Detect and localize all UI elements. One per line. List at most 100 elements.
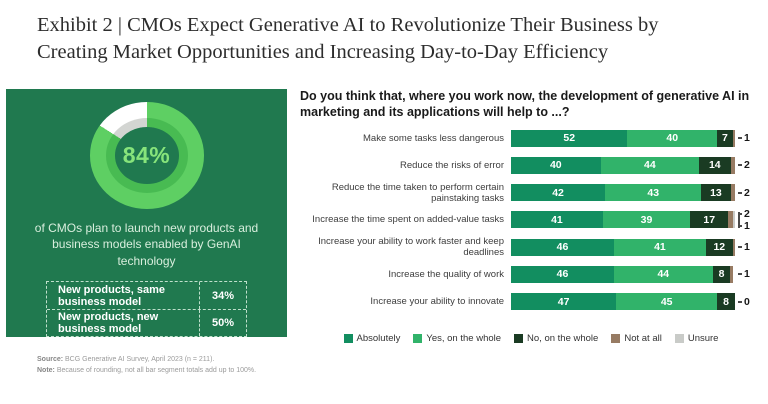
bar-row-label: Increase your ability to innovate: [370, 296, 504, 308]
bar-segment: 8: [717, 293, 735, 311]
legend-item: Absolutely: [343, 333, 401, 345]
bar-outside-labels: 1: [738, 268, 750, 280]
bar-outside-labels: 1: [738, 132, 750, 144]
legend-swatch: [413, 334, 423, 344]
bar-segment: 7: [717, 129, 733, 147]
bar-segment: 40: [511, 156, 601, 174]
stacked-bar: 41 39 17: [511, 211, 735, 229]
bar-segment: [732, 129, 735, 147]
bar-segment: 39: [602, 211, 691, 229]
table-row: New products, same business model 34%: [47, 282, 246, 309]
table-row-label: New products, same business model: [58, 283, 165, 308]
footer-notes: Source: BCG Generative AI Survey, April …: [37, 354, 256, 376]
chart-column: Do you think that, where you work now, t…: [300, 88, 762, 344]
bar-outside-label: 1: [738, 132, 750, 144]
bar-segment: 45: [616, 293, 718, 311]
exhibit-title: Exhibit 2 | CMOs Expect Generative AI to…: [37, 14, 659, 64]
bar-segment: 43: [605, 184, 702, 202]
bar-row: Increase the time spent on added-value t…: [300, 208, 762, 232]
bar-row: Increase your ability to innovate 47 45 8 0: [300, 293, 762, 311]
legend-label: Yes, on the whole: [426, 333, 502, 345]
tick-mark: [738, 273, 742, 276]
bar-row: Reduce the time taken to perform certain…: [300, 181, 762, 204]
bar-segment: 41: [511, 211, 603, 229]
legend-item: No, on the whole: [514, 333, 598, 344]
panel-caption: of CMOs plan to launch new products and …: [34, 220, 259, 269]
bar-row: Increase your ability to work faster and…: [300, 236, 762, 259]
legend-label: Absolutely: [356, 333, 401, 345]
bar-segment: [732, 238, 735, 256]
tick-mark: [738, 246, 742, 249]
legend-swatch: [343, 334, 353, 344]
bar-segment: 46: [511, 265, 615, 283]
bar-segment: 40: [627, 129, 718, 147]
bar-outside-labels: 1: [738, 241, 750, 253]
bar-outside-label: 1: [738, 268, 750, 280]
bar-segment: 52: [511, 129, 628, 147]
chart-legend: Absolutely Yes, on the whole No, on the wh…: [300, 333, 762, 344]
stacked-bar: 52 40 7: [511, 129, 735, 147]
bar-outside-label: 1: [738, 241, 750, 253]
bar-row-label: Reduce the risks of error: [399, 159, 504, 171]
bar-segment: 13: [701, 184, 731, 202]
bar-row-label: Increase the quality of work: [388, 268, 504, 280]
bar-segment: 44: [614, 265, 713, 283]
source-line: Source: BCG Generative AI Survey, April …: [37, 356, 215, 363]
bar-outside-labels: 2: [738, 187, 750, 199]
highlight-panel: 84% of CMOs plan to launch new products …: [6, 89, 287, 337]
bar-segment: 41: [614, 238, 706, 256]
tick-mark: [738, 191, 742, 194]
legend-swatch: [514, 334, 524, 344]
donut-chart: 84%: [89, 102, 204, 209]
bar-segment: 44: [600, 156, 700, 174]
panel-table: New products, same business model 34% Ne…: [46, 281, 247, 337]
chart-question: Do you think that, where you work now, t…: [300, 89, 750, 120]
bar-outside-label: 2: [738, 187, 750, 199]
bar-segment: 14: [699, 156, 731, 174]
stacked-bar: 42 43 13: [511, 184, 735, 202]
bar-row-label: Reduce the time taken to perform certain…: [331, 181, 504, 204]
bar-row: Increase the quality of work 46 44 8 1: [300, 265, 762, 283]
donut-percent-label: 84%: [122, 141, 171, 168]
legend-swatch: [611, 334, 621, 344]
bar-outside-label: 2: [738, 159, 750, 171]
tick-mark: [738, 300, 742, 303]
bar-outside-label: 2: [738, 208, 750, 220]
bar-outside-label: 1: [738, 220, 750, 232]
legend-swatch: [674, 334, 684, 344]
bar-row-label: Increase your ability to work faster and…: [318, 236, 504, 259]
bar-outside-labels: 2: [738, 159, 750, 171]
bar-segment: 47: [511, 293, 617, 311]
legend-item: Not at all: [611, 333, 662, 344]
bar-row: Reduce the risks of error 40 44 14 2: [300, 156, 762, 174]
bar-segment: [732, 211, 735, 229]
table-row: New products, new business model 50%: [47, 309, 246, 336]
bar-segment: 42: [511, 184, 606, 202]
bar-row: Make some tasks less dangerous 52 40 7 1: [300, 129, 762, 147]
table-row-label: New products, new business model: [58, 311, 159, 335]
bar-chart: Make some tasks less dangerous 52 40 7 1 Redu…: [300, 129, 762, 311]
bar-segment: 17: [690, 211, 729, 229]
bar-segment: [730, 156, 735, 174]
bar-segment: [730, 265, 733, 283]
stacked-bar: 46 44 8: [511, 265, 735, 283]
stacked-bar: 40 44 14: [511, 156, 735, 174]
legend-label: No, on the whole: [527, 333, 599, 345]
legend-item: Yes, on the whole: [413, 333, 501, 344]
note-line: Note: Because of rounding, not all bar s…: [37, 367, 257, 375]
bar-segment: 8: [712, 265, 731, 283]
legend-label: Unsure: [687, 333, 719, 345]
bar-row-label: Make some tasks less dangerous: [363, 132, 504, 144]
bar-row-label: Increase the time spent on added-value t…: [312, 214, 504, 226]
legend-item: Unsure: [674, 333, 719, 345]
bar-segment: 46: [511, 238, 615, 256]
tick-mark: [738, 224, 742, 227]
bar-segment: [728, 211, 733, 229]
bar-segment: [730, 184, 735, 202]
table-row-value: 34%: [199, 282, 246, 309]
stacked-bar: 46 41 12: [511, 238, 735, 256]
bar-outside-label: 0: [738, 296, 750, 308]
tick-mark: [738, 137, 742, 139]
tick-mark: [738, 164, 742, 167]
legend-label: Not at all: [624, 333, 662, 345]
